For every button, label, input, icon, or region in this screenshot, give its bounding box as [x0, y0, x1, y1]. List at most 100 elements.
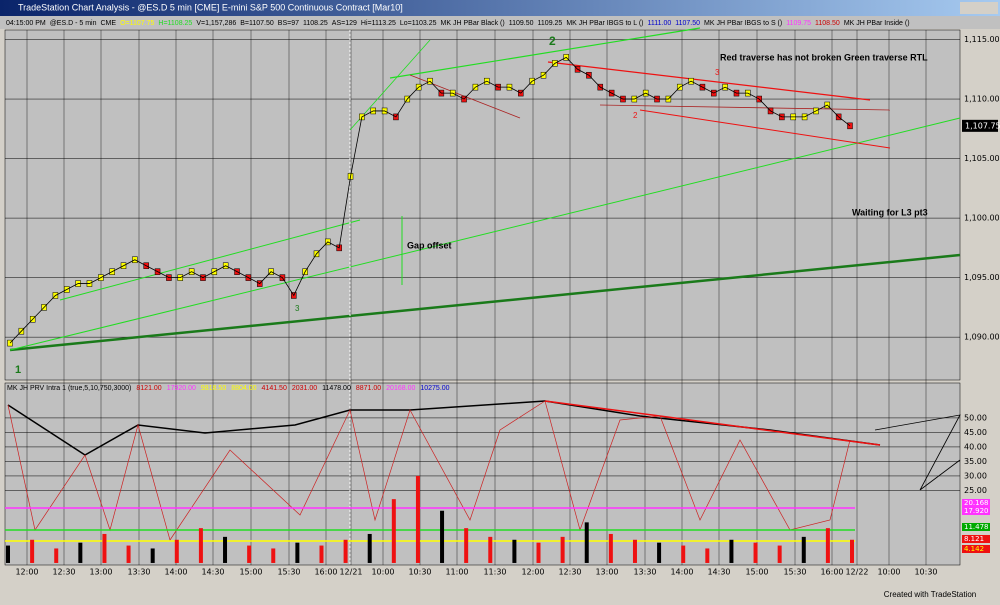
x-tick-label: 11:00 — [445, 568, 468, 577]
volume-bar — [174, 539, 179, 563]
x-tick-label: 14:30 — [707, 568, 730, 577]
x-tick-label: 15:00 — [239, 568, 262, 577]
volume-bar — [825, 528, 830, 563]
y-tick-label: 1,110.00 — [964, 95, 1000, 104]
x-tick-label: 13:30 — [633, 568, 656, 577]
x-tick-label: 14:00 — [164, 568, 187, 577]
window-title: TradeStation Chart Analysis - @ES.D 5 mi… — [18, 2, 403, 12]
x-tick-label: 12:30 — [52, 568, 75, 577]
right-label: 20.168 — [964, 499, 989, 507]
status-field: @ES.D - 5 min — [50, 20, 97, 27]
volume-bar — [753, 542, 758, 563]
annotation: Gap offset — [407, 240, 452, 250]
volume-bar — [536, 542, 541, 563]
volume-bar — [319, 545, 324, 563]
status-field: 1111.00 — [647, 20, 671, 27]
annotation: 3 — [715, 68, 720, 77]
volume-bar — [584, 522, 589, 563]
trendline — [9, 117, 961, 351]
status-field: B=1107.50 — [240, 20, 274, 27]
x-tick-label: 10:00 — [877, 568, 900, 577]
trendline — [639, 109, 891, 149]
y-tick-label: 25.00 — [964, 486, 987, 495]
volume-bar — [464, 528, 469, 563]
trendline — [389, 27, 701, 79]
status-field: 1108.25 — [303, 20, 328, 27]
volume-bar — [608, 533, 613, 563]
volume-bar — [729, 539, 734, 563]
trendline — [59, 219, 361, 301]
volume-bar — [391, 499, 396, 563]
status-field: Hi=1113.25 — [361, 20, 396, 27]
status-field: BS=97 — [278, 20, 299, 27]
x-tick-label: 12:30 — [558, 568, 581, 577]
x-tick-label: 12:00 — [15, 568, 38, 577]
x-tick-label: 13:00 — [595, 568, 618, 577]
right-label: 4.142 — [964, 545, 984, 553]
indicator-header: 8121.00 — [136, 385, 161, 392]
status-field: Lo=1103.25 — [400, 20, 437, 27]
window-buttons[interactable] — [960, 2, 998, 14]
volume-bar — [777, 545, 782, 563]
y-tick-label: 35.00 — [964, 457, 987, 466]
volume-bar — [6, 545, 10, 563]
annotation: Red traverse has not broken Green traver… — [720, 52, 928, 62]
x-tick-label: 15:00 — [745, 568, 768, 577]
status-field: 1108.50 — [815, 20, 840, 27]
zigzag — [544, 400, 881, 446]
indicator-header: 20168.00 — [386, 385, 415, 392]
price-bar — [847, 122, 853, 130]
y-tick-label: 1,090.00 — [964, 333, 1000, 342]
right-label: 11.478 — [964, 523, 989, 531]
right-label: 17.920 — [964, 507, 989, 515]
price-line — [9, 56, 851, 344]
price-pane — [4, 29, 961, 381]
annotation: Waiting for L3 pt3 — [852, 207, 928, 217]
indicator-header: 8804.00 — [231, 385, 256, 392]
y-tick-label: 1,100.00 — [964, 214, 1000, 223]
indicator-header: MK JH PRV Intra 1 (true,5,10,750,3000) — [7, 385, 131, 392]
volume-bar — [560, 536, 565, 563]
volume-bar — [271, 548, 276, 563]
volume-bar — [681, 545, 686, 563]
volume-bar — [54, 548, 59, 563]
x-tick-label: 15:30 — [277, 568, 300, 577]
right-label-box — [962, 523, 990, 531]
right-label-box — [962, 535, 990, 543]
volume-bar — [488, 536, 493, 563]
indicator-header: 8871.00 — [356, 385, 381, 392]
volume-bar — [150, 548, 155, 563]
annotation: 2 — [549, 34, 556, 48]
x-tick-label: 12/22 — [845, 568, 868, 577]
volume-bar — [632, 539, 637, 563]
volume-bar — [415, 475, 420, 563]
status-field: O=1107.75 — [120, 20, 154, 27]
zigzag — [874, 414, 961, 491]
status-field: 1109.50 — [509, 20, 534, 27]
marks: 1,107.75 — [6, 54, 1000, 563]
volume-bar — [295, 542, 300, 563]
volume-bar — [705, 548, 710, 563]
x-tick-label: 10:30 — [408, 568, 431, 577]
x-tick-label: 14:00 — [670, 568, 693, 577]
status-field: H=1108.25 — [158, 20, 192, 27]
x-tick-label: 13:30 — [127, 568, 150, 577]
right-label-box — [962, 507, 990, 515]
x-tick-label: 13:00 — [89, 568, 112, 577]
last-price-box — [962, 119, 998, 132]
indicator-header: 11478.00 — [322, 385, 351, 392]
annotation: 2 — [633, 111, 638, 120]
title-bar-gradient — [0, 0, 1000, 16]
volume-bar — [657, 542, 662, 563]
x-tick-label: 10:30 — [914, 568, 937, 577]
y-tick-label: 50.00 — [964, 413, 987, 422]
volume-bar — [30, 539, 35, 563]
status-field: 04:15:00 PM — [6, 20, 46, 27]
x-tick-label: 16:00 — [820, 568, 843, 577]
status-field: V=1,157,286 — [196, 20, 236, 27]
last-price-label: 1,107.75 — [965, 121, 1000, 130]
status-field: 1109.75 — [786, 20, 811, 27]
zigzag — [7, 400, 851, 541]
